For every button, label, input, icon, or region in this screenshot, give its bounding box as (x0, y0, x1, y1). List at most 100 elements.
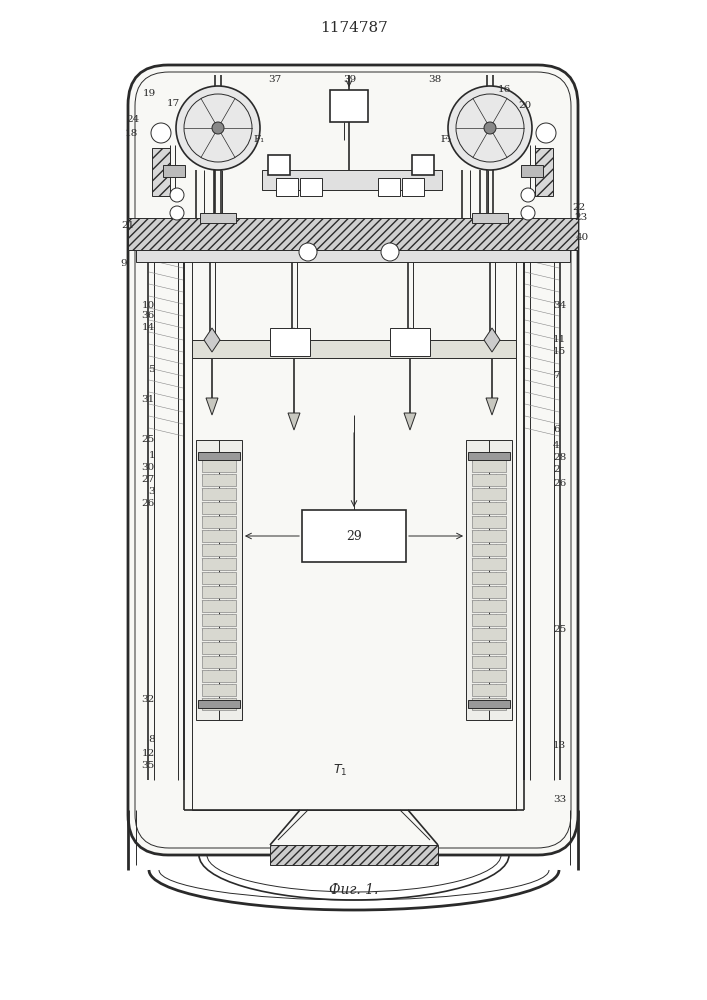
Text: 28: 28 (553, 454, 566, 462)
Bar (412, 155, 434, 175)
Text: 14: 14 (141, 322, 155, 332)
Bar (202, 474, 236, 486)
Text: 30: 30 (141, 462, 155, 472)
Bar (472, 684, 506, 696)
Bar (472, 572, 506, 584)
Circle shape (381, 243, 399, 261)
Text: 8: 8 (148, 736, 155, 744)
Bar (535, 148, 553, 196)
Bar (202, 628, 236, 640)
Bar (472, 558, 506, 570)
Bar (202, 656, 236, 668)
Text: 29: 29 (346, 530, 362, 542)
Bar (270, 845, 438, 865)
Text: 25: 25 (553, 626, 566, 635)
Text: 5: 5 (148, 365, 155, 374)
Bar (200, 213, 236, 223)
Text: $T_1$: $T_1$ (333, 762, 347, 778)
Bar (128, 218, 578, 250)
Text: 21: 21 (122, 221, 135, 230)
Text: 17: 17 (167, 99, 180, 107)
Bar (276, 178, 298, 196)
Text: F₂: F₂ (440, 135, 451, 144)
Bar (472, 474, 506, 486)
Text: 34: 34 (553, 300, 566, 310)
Bar (270, 328, 310, 356)
Text: 7: 7 (553, 370, 560, 379)
Polygon shape (402, 328, 418, 352)
Bar (472, 670, 506, 682)
Bar (262, 170, 442, 190)
Bar (152, 148, 170, 196)
Bar (472, 642, 506, 654)
Text: 32: 32 (141, 696, 155, 704)
Bar (472, 600, 506, 612)
Bar (202, 460, 236, 472)
Circle shape (448, 86, 532, 170)
Circle shape (536, 123, 556, 143)
Text: 24: 24 (127, 115, 140, 124)
Polygon shape (404, 413, 416, 430)
Text: 23: 23 (574, 214, 588, 223)
Text: 31: 31 (141, 395, 155, 404)
Circle shape (521, 188, 535, 202)
Bar (202, 698, 236, 710)
Text: 6: 6 (553, 426, 560, 434)
Text: 11: 11 (553, 336, 566, 344)
Bar (202, 642, 236, 654)
Bar (202, 488, 236, 500)
Text: 33: 33 (553, 796, 566, 804)
Text: Фиг. 1.: Фиг. 1. (329, 883, 379, 897)
Bar (472, 516, 506, 528)
Bar (472, 586, 506, 598)
Bar (472, 460, 506, 472)
Text: 35: 35 (141, 762, 155, 770)
Text: 26: 26 (141, 498, 155, 508)
Bar (468, 700, 510, 708)
Bar (202, 530, 236, 542)
Text: 40: 40 (576, 233, 589, 242)
Circle shape (170, 206, 184, 220)
Bar (196, 440, 242, 720)
Bar (466, 440, 512, 720)
Bar (472, 488, 506, 500)
Bar (202, 684, 236, 696)
Bar (472, 544, 506, 556)
Bar (402, 178, 424, 196)
Text: 16: 16 (498, 86, 511, 95)
Bar (192, 340, 516, 358)
Text: 2: 2 (553, 466, 560, 475)
Bar (268, 155, 290, 175)
Bar (330, 90, 368, 122)
Bar (472, 502, 506, 514)
Text: 38: 38 (428, 76, 442, 85)
Polygon shape (204, 328, 220, 352)
Text: 36: 36 (141, 312, 155, 320)
Circle shape (170, 188, 184, 202)
Text: 39: 39 (344, 76, 356, 85)
Text: 10: 10 (141, 300, 155, 310)
Text: 1: 1 (148, 450, 155, 460)
Bar (472, 628, 506, 640)
Polygon shape (286, 328, 302, 352)
Text: 19: 19 (143, 89, 156, 98)
Text: 20: 20 (518, 101, 531, 109)
Circle shape (299, 243, 317, 261)
Text: 12: 12 (141, 750, 155, 758)
Text: 22: 22 (572, 204, 585, 213)
Text: 15: 15 (553, 348, 566, 357)
Circle shape (484, 122, 496, 134)
Bar (468, 452, 510, 460)
Polygon shape (486, 398, 498, 415)
Text: 9: 9 (120, 258, 127, 267)
Text: 27: 27 (141, 475, 155, 484)
Bar (378, 178, 400, 196)
Bar (202, 670, 236, 682)
Bar (472, 698, 506, 710)
Bar (472, 530, 506, 542)
Circle shape (521, 206, 535, 220)
Text: 1174787: 1174787 (320, 21, 388, 35)
Bar (521, 165, 543, 177)
Bar (202, 614, 236, 626)
Bar (202, 544, 236, 556)
